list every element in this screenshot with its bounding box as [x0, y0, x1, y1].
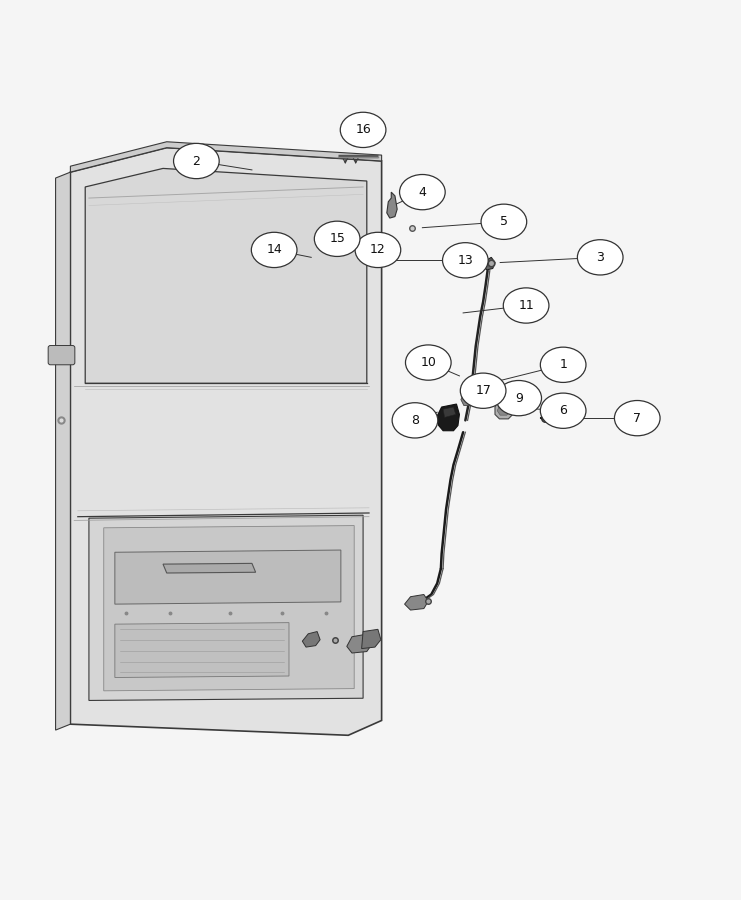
Polygon shape: [302, 632, 320, 647]
Polygon shape: [387, 192, 397, 218]
Text: 2: 2: [193, 155, 200, 167]
Polygon shape: [89, 515, 363, 700]
Text: 13: 13: [457, 254, 473, 266]
Ellipse shape: [503, 288, 549, 323]
Text: 17: 17: [475, 384, 491, 397]
Ellipse shape: [392, 402, 438, 438]
Ellipse shape: [540, 347, 586, 382]
Ellipse shape: [540, 393, 586, 428]
Polygon shape: [347, 634, 372, 653]
Ellipse shape: [173, 143, 219, 178]
Ellipse shape: [577, 239, 623, 275]
Polygon shape: [362, 629, 381, 649]
Ellipse shape: [251, 232, 297, 267]
Polygon shape: [115, 623, 289, 678]
Text: 15: 15: [329, 232, 345, 246]
Polygon shape: [443, 407, 456, 418]
Text: 16: 16: [355, 123, 371, 137]
Polygon shape: [495, 400, 513, 419]
FancyBboxPatch shape: [48, 346, 75, 365]
Text: 12: 12: [370, 243, 386, 256]
Ellipse shape: [399, 175, 445, 210]
Ellipse shape: [314, 221, 360, 256]
Polygon shape: [70, 141, 382, 172]
Polygon shape: [163, 563, 256, 573]
Polygon shape: [461, 392, 476, 406]
Text: 5: 5: [500, 215, 508, 229]
Ellipse shape: [481, 204, 527, 239]
Text: 14: 14: [266, 243, 282, 256]
Ellipse shape: [614, 400, 660, 436]
Text: 7: 7: [634, 411, 641, 425]
Text: 8: 8: [411, 414, 419, 427]
Text: 3: 3: [597, 251, 604, 264]
Ellipse shape: [460, 374, 506, 409]
Polygon shape: [483, 257, 495, 270]
Polygon shape: [437, 404, 459, 431]
Ellipse shape: [405, 345, 451, 380]
Ellipse shape: [442, 243, 488, 278]
Text: 11: 11: [518, 299, 534, 312]
Polygon shape: [405, 595, 428, 610]
Polygon shape: [85, 168, 367, 383]
Ellipse shape: [340, 112, 386, 148]
Text: 9: 9: [515, 392, 522, 405]
Polygon shape: [56, 172, 70, 730]
Text: 10: 10: [420, 356, 436, 369]
Ellipse shape: [496, 381, 542, 416]
Text: 6: 6: [559, 404, 567, 418]
Polygon shape: [115, 550, 341, 604]
Text: 4: 4: [419, 185, 426, 199]
Polygon shape: [70, 148, 382, 735]
Polygon shape: [104, 526, 354, 691]
Polygon shape: [497, 404, 510, 415]
Text: 1: 1: [559, 358, 567, 372]
Ellipse shape: [355, 232, 401, 267]
